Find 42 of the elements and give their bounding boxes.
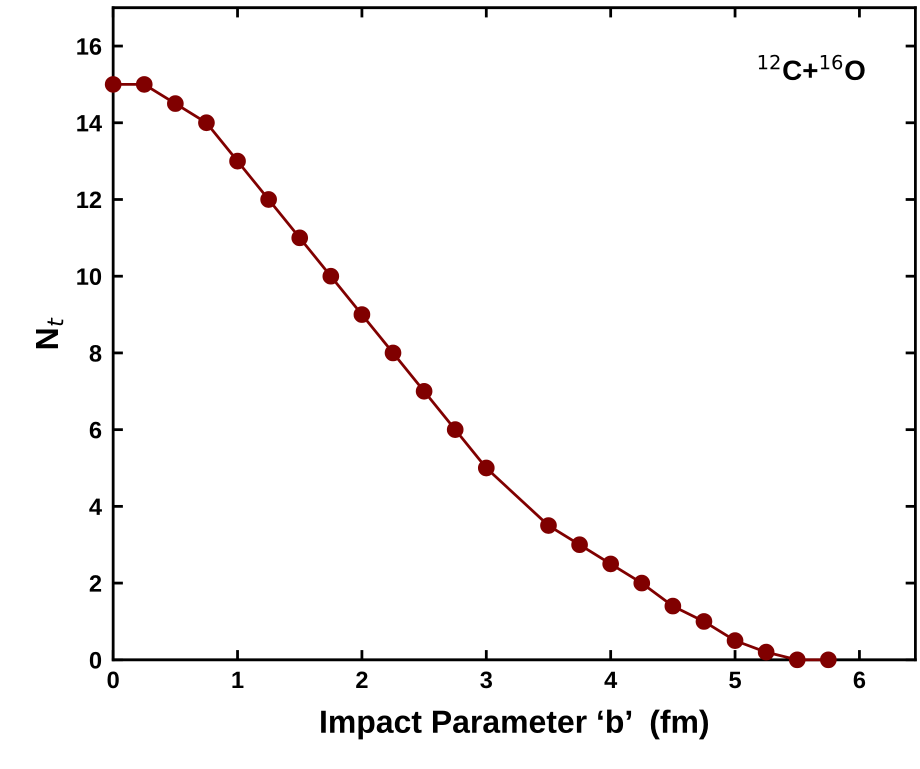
point [571, 536, 588, 554]
y-tick-label: 16 [77, 38, 102, 55]
point [260, 191, 277, 208]
x-tick-label: 2 [356, 672, 368, 688]
point [602, 556, 620, 572]
point [788, 651, 806, 668]
point [322, 268, 340, 285]
y-axis-title: N$_{t}$ [36, 318, 64, 348]
point [354, 306, 370, 323]
point [136, 76, 153, 93]
point [758, 644, 774, 660]
y-tick-label: 2 [90, 575, 102, 592]
y-tick-label: 6 [90, 422, 102, 438]
point [726, 632, 744, 649]
x-tick-label: 4 [604, 672, 618, 688]
point [384, 344, 402, 362]
y-tick-label: 14 [77, 115, 102, 132]
point [198, 114, 215, 132]
x-tick-label: 6 [854, 672, 866, 688]
point [820, 651, 837, 668]
point [446, 421, 464, 438]
point [540, 517, 557, 534]
point [167, 95, 184, 112]
point [104, 76, 122, 93]
point [416, 382, 432, 400]
y-tick-label: 4 [89, 498, 102, 515]
y-tick-label: 12 [77, 192, 102, 208]
point [478, 460, 495, 476]
y-tick-label: 0 [90, 652, 102, 669]
x-axis-title: Impact Parameter ‘b’ (fm) [321, 710, 708, 740]
y-tick-label: 8 [90, 344, 102, 362]
x-tick-label: 1 [232, 672, 244, 688]
point [229, 152, 246, 170]
y-tick-label: 10 [77, 268, 102, 285]
annotation: $^{12}$C+$^{16}$O [758, 54, 865, 80]
point [291, 230, 308, 246]
point [664, 598, 682, 614]
point [696, 613, 712, 630]
x-tick-label: 0 [108, 672, 119, 688]
x-tick-label: 5 [729, 672, 741, 688]
x-tick-label: 3 [480, 672, 492, 688]
point [633, 574, 650, 592]
